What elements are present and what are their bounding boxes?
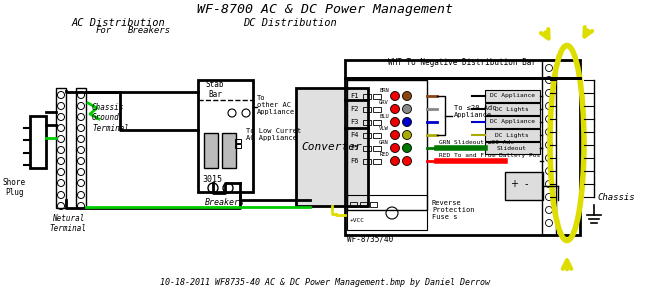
Circle shape (402, 131, 411, 140)
Circle shape (391, 143, 400, 152)
Text: Stab
Bar: Stab Bar (206, 80, 224, 99)
Text: GRN Slideout ≤30 Adc: GRN Slideout ≤30 Adc (439, 140, 514, 145)
Circle shape (391, 131, 400, 140)
Text: WF-8700 AC & DC Power Management: WF-8700 AC & DC Power Management (197, 3, 453, 16)
Text: +: + (510, 179, 518, 189)
Circle shape (402, 157, 411, 166)
Text: Converter: Converter (302, 142, 363, 152)
Text: Breakers: Breakers (128, 26, 171, 35)
Circle shape (391, 157, 400, 166)
Circle shape (391, 117, 400, 126)
Bar (363, 93, 371, 98)
Text: DC Appliance: DC Appliance (489, 119, 534, 124)
Text: GRN: GRN (379, 140, 389, 145)
Circle shape (402, 117, 411, 126)
Bar (363, 107, 371, 112)
Bar (373, 93, 381, 98)
Text: To ≤20 Adc
Appliance: To ≤20 Adc Appliance (454, 105, 497, 118)
Text: DC Lights: DC Lights (495, 133, 529, 138)
Text: F5: F5 (350, 145, 359, 151)
Text: DC Appliance: DC Appliance (489, 93, 534, 98)
Bar (363, 119, 371, 124)
Text: DC Lights: DC Lights (495, 107, 529, 112)
Bar (373, 133, 381, 138)
Bar (76, 88, 86, 208)
Text: 3015: 3015 (202, 175, 222, 184)
Circle shape (402, 105, 411, 114)
Bar (363, 145, 371, 150)
Text: BRN: BRN (379, 88, 389, 93)
Bar (485, 116, 540, 128)
Text: To Low Curret
AC Appliance: To Low Curret AC Appliance (246, 128, 301, 141)
Text: WF-8735/40: WF-8735/40 (347, 235, 393, 244)
Bar (370, 202, 377, 207)
Bar (350, 202, 357, 207)
Text: DC Distribution: DC Distribution (243, 18, 337, 28)
Bar (373, 145, 381, 150)
Bar (363, 159, 371, 164)
Text: BLU: BLU (379, 114, 389, 119)
Bar (373, 159, 381, 164)
Circle shape (391, 105, 400, 114)
Bar (296, 88, 368, 206)
Text: Chassis
Ground
Terminal: Chassis Ground Terminal (92, 103, 129, 133)
Bar (360, 202, 367, 207)
Bar (373, 119, 381, 124)
Text: WHT To Negative Distribution Bar: WHT To Negative Distribution Bar (389, 58, 536, 67)
Text: 10-18-2011 WF8735-40 AC & DC Power Management.bmp by Daniel Derrow: 10-18-2011 WF8735-40 AC & DC Power Manag… (160, 278, 490, 287)
Text: +VCC: +VCC (350, 218, 365, 223)
Bar (485, 142, 540, 154)
Circle shape (391, 91, 400, 100)
Text: F2: F2 (350, 106, 359, 112)
Bar (56, 88, 66, 208)
Text: Breakers: Breakers (205, 198, 245, 207)
Bar (485, 103, 540, 115)
Text: F6: F6 (350, 158, 359, 164)
Bar (204, 133, 218, 168)
Text: RED: RED (379, 152, 389, 157)
Text: GRV: GRV (379, 100, 389, 105)
Bar (505, 172, 543, 200)
Bar (363, 133, 371, 138)
Bar (373, 107, 381, 112)
Text: F1: F1 (350, 93, 359, 99)
Text: Chassis: Chassis (597, 194, 634, 202)
Bar (485, 90, 540, 102)
Bar (235, 144, 241, 148)
Bar (198, 80, 253, 192)
Bar (222, 133, 236, 168)
Text: Shore
Plug: Shore Plug (3, 178, 25, 197)
Text: F4: F4 (350, 132, 359, 138)
Text: F3: F3 (350, 119, 359, 125)
Text: Reverse
Protection
Fuse s: Reverse Protection Fuse s (432, 200, 474, 220)
Bar (30, 116, 46, 168)
Circle shape (402, 91, 411, 100)
Text: -: - (525, 179, 528, 189)
Text: RED To and From Battery Pos: RED To and From Battery Pos (439, 152, 540, 157)
Text: AC Distribution: AC Distribution (71, 18, 165, 28)
Bar (235, 139, 241, 143)
Bar (542, 60, 556, 235)
Bar (485, 129, 540, 141)
Text: Slideout: Slideout (497, 145, 527, 150)
Circle shape (402, 143, 411, 152)
Bar (347, 195, 427, 230)
Text: For: For (96, 26, 112, 35)
Text: Netural
Terminal: Netural Terminal (49, 214, 86, 233)
Text: VLW: VLW (379, 126, 389, 131)
Bar (347, 80, 427, 210)
Text: To
other AC
Appliance: To other AC Appliance (257, 95, 295, 115)
Bar (345, 60, 580, 235)
